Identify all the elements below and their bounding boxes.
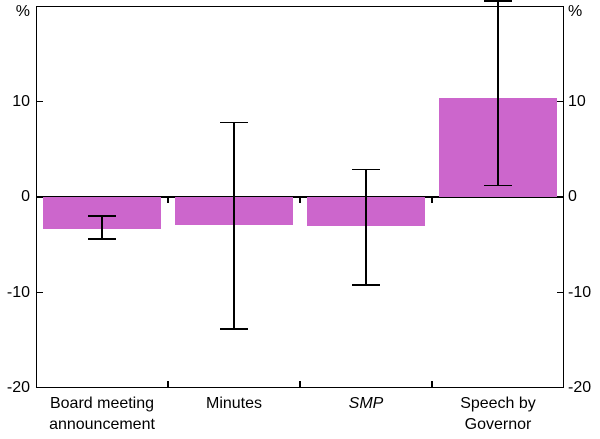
category-label-line: Speech by — [460, 395, 536, 412]
category-label: Minutes — [149, 393, 319, 414]
category-label-line: SMP — [348, 395, 384, 412]
y-axis-label-left: 0 — [21, 188, 30, 205]
error-bar-cap-top — [352, 168, 380, 171]
y-axis-tick-right — [557, 291, 564, 294]
category-label: SMP — [281, 393, 451, 414]
y-axis-tick-left — [36, 291, 43, 294]
y-axis-tick-right — [557, 100, 564, 103]
error-bar-cap-bottom — [352, 284, 380, 286]
plot-area — [36, 0, 564, 388]
category-label: Speech by Governor — [413, 393, 583, 435]
x-axis-tick-bottom — [299, 381, 301, 388]
y-axis-label-left: 10 — [12, 92, 30, 110]
category-label-line: Minutes — [205, 395, 263, 412]
category-label-line: announcement — [49, 416, 155, 433]
error-bar-line — [101, 216, 103, 239]
error-bar-line — [365, 169, 367, 285]
category-label-line: Board meeting — [49, 395, 155, 412]
y-axis-label-right: -10 — [568, 283, 592, 301]
y-axis-unit-left: % — [15, 3, 30, 20]
y-axis-unit-right: % — [568, 3, 583, 20]
x-axis-tick-zero — [167, 197, 169, 203]
y-axis-label-right: 0 — [568, 188, 577, 205]
category-label-line: Governor — [464, 416, 532, 433]
x-axis-tick-bottom — [167, 381, 169, 388]
error-bar-cap-top — [484, 0, 512, 2]
y-axis-label-left: -20 — [6, 379, 30, 396]
error-bar-cap-bottom — [220, 328, 248, 330]
error-bar-cap-top — [220, 121, 248, 124]
error-bar-line — [497, 1, 499, 186]
category-label: Board meeting announcement — [17, 393, 187, 435]
y-axis-label-right: -20 — [568, 379, 592, 396]
error-bar-cap-bottom — [88, 238, 116, 240]
y-axis-tick-left — [36, 100, 43, 103]
x-axis-tick-zero — [431, 197, 433, 203]
y-axis-label-left: -10 — [6, 283, 30, 301]
x-axis-tick-zero — [299, 197, 301, 203]
error-bar-line — [233, 122, 235, 329]
error-bar-cap-bottom — [484, 184, 512, 187]
y-axis-label-right: 10 — [568, 92, 586, 110]
error-bar-cap-top — [88, 215, 116, 217]
x-axis-tick-bottom — [431, 381, 433, 388]
